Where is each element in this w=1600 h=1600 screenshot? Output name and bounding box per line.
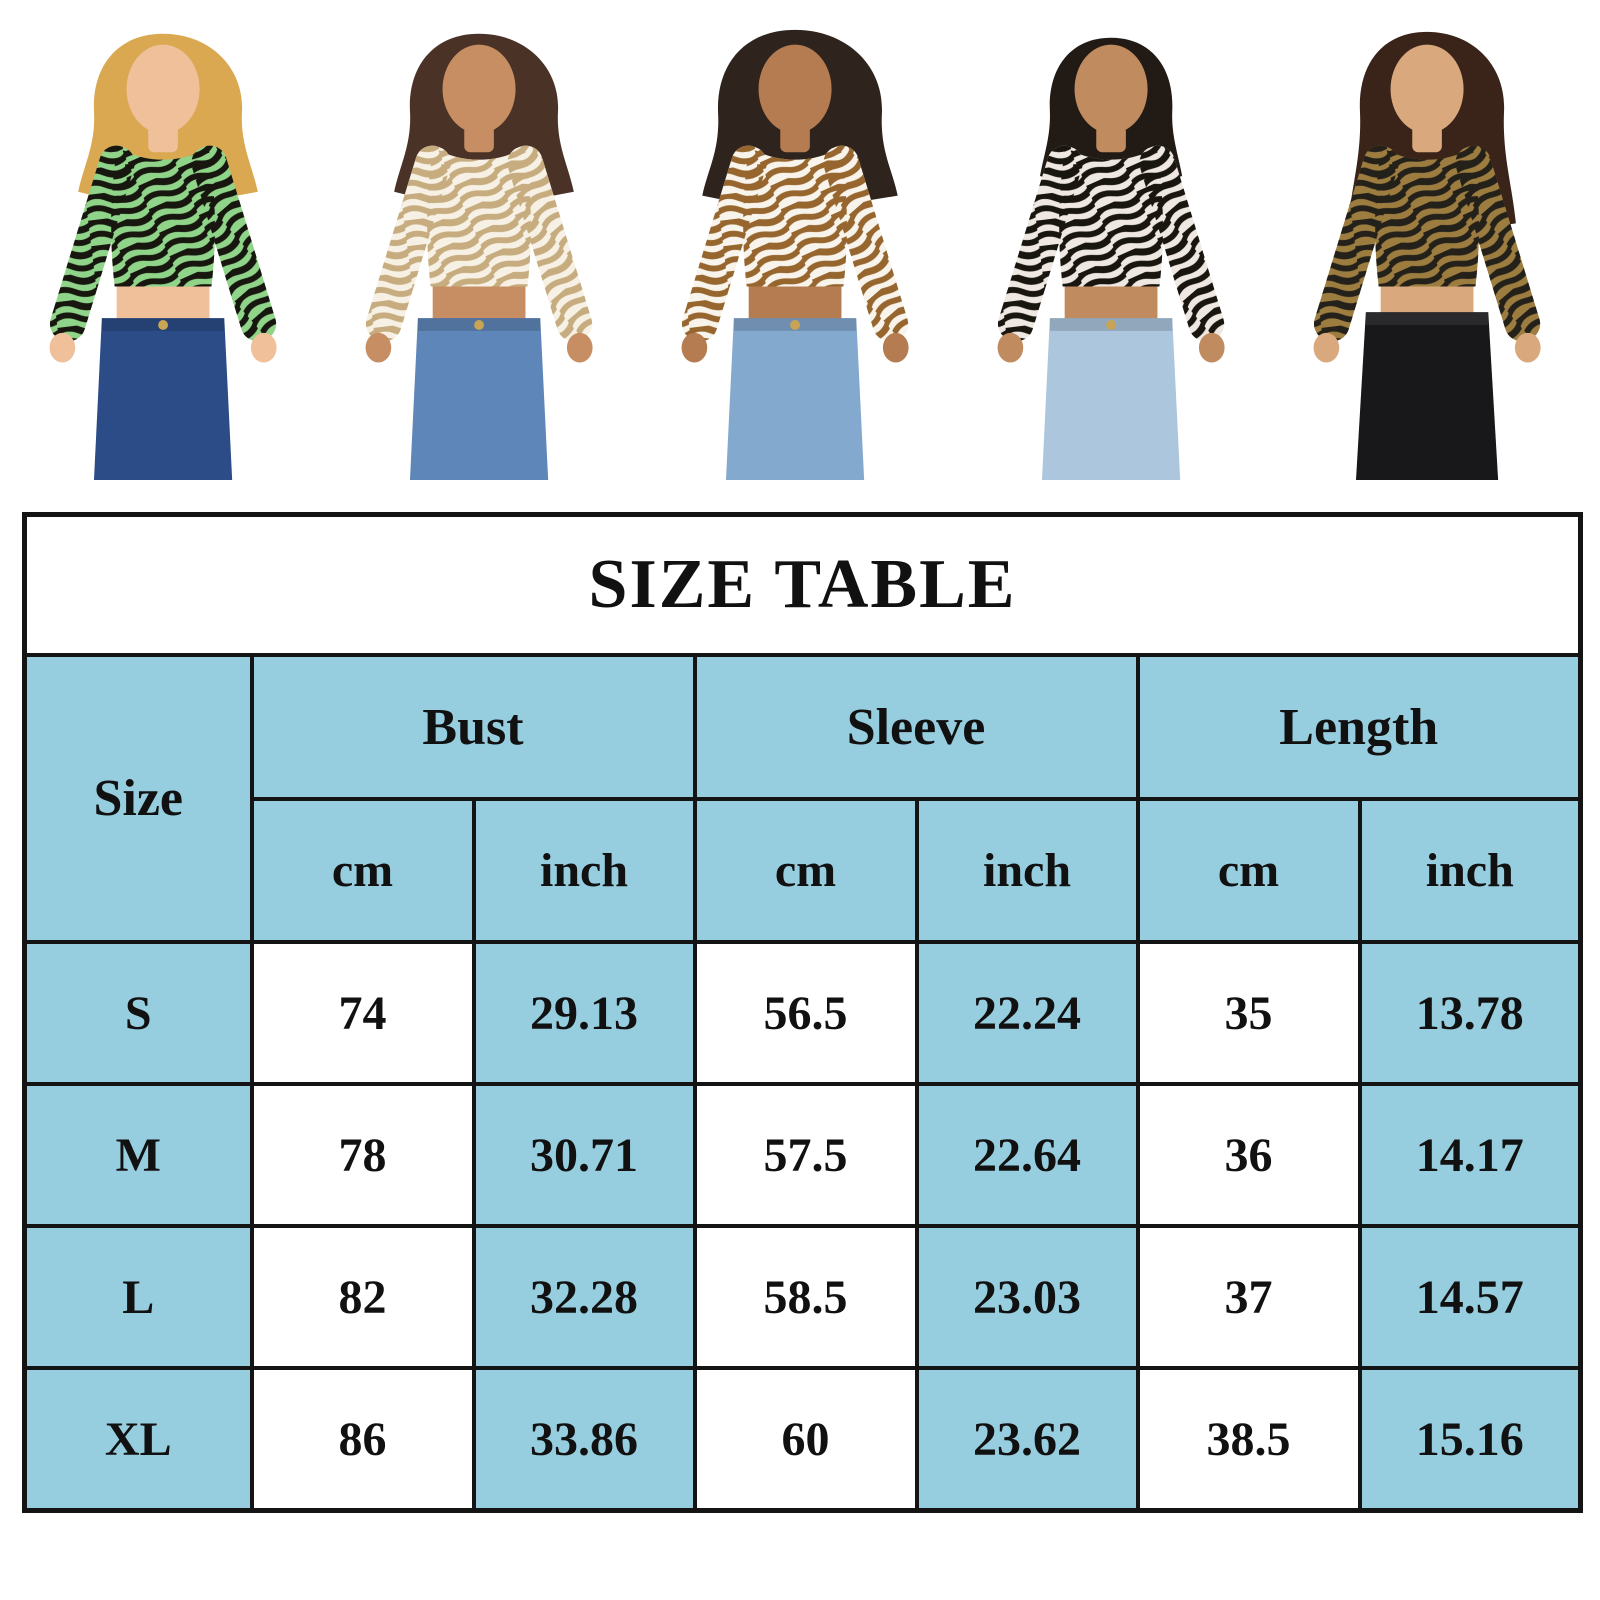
hand-shape xyxy=(365,332,392,363)
neck-shape xyxy=(1096,124,1126,153)
hand-shape xyxy=(1313,332,1340,363)
neck-shape xyxy=(780,124,810,153)
size-label: M xyxy=(22,1082,254,1228)
head-shape xyxy=(1074,44,1148,134)
length-inch-value: 14.17 xyxy=(1357,1082,1583,1228)
product-photo-brown-tiger xyxy=(1279,12,1585,484)
product-photo-green-zebra xyxy=(15,12,321,484)
size-label: S xyxy=(22,940,254,1086)
model-illustration xyxy=(1309,31,1545,480)
product-photo-brown-zebra xyxy=(647,12,953,484)
bust-inch-value: 33.86 xyxy=(471,1366,697,1513)
size-table-title: SIZE TABLE xyxy=(22,512,1583,657)
model-illustration xyxy=(993,37,1229,480)
size-table-section: SIZE TABLE Size Bust Sleeve Length cm in… xyxy=(22,512,1583,1513)
table-row-m: M 78 30.71 57.5 22.64 36 14.17 xyxy=(22,1082,1583,1228)
bust-cm-value: 74 xyxy=(249,940,476,1086)
hand-shape xyxy=(997,332,1024,363)
column-header-size: Size xyxy=(22,653,254,944)
jeans-shape xyxy=(409,318,549,480)
bust-inch-value: 29.13 xyxy=(471,940,697,1086)
table-row-s: S 74 29.13 56.5 22.24 35 13.78 xyxy=(22,940,1583,1086)
sleeve-inch-value: 22.64 xyxy=(914,1082,1140,1228)
unit-header-length-cm: cm xyxy=(1135,797,1362,944)
length-inch-value: 13.78 xyxy=(1357,940,1583,1086)
size-label: XL xyxy=(22,1366,254,1513)
length-cm-value: 37 xyxy=(1135,1224,1362,1370)
table-row-l: L 82 32.28 58.5 23.03 37 14.57 xyxy=(22,1224,1583,1370)
skirt-shape xyxy=(1355,312,1499,480)
model-illustration xyxy=(677,29,913,480)
jeans-button xyxy=(158,320,168,330)
hand-shape xyxy=(566,332,593,363)
product-photo-black-zebra xyxy=(963,12,1269,484)
product-photo-strip xyxy=(10,12,1590,484)
neck-shape xyxy=(148,124,178,153)
model-illustration xyxy=(45,33,281,480)
unit-header-sleeve-inch: inch xyxy=(914,797,1140,944)
unit-header-sleeve-cm: cm xyxy=(692,797,919,944)
head-shape xyxy=(1390,44,1464,134)
column-group-length: Length xyxy=(1135,653,1583,801)
sleeve-cm-value: 58.5 xyxy=(692,1224,919,1370)
hand-shape xyxy=(681,332,708,363)
unit-header-bust-inch: inch xyxy=(471,797,697,944)
bust-cm-value: 82 xyxy=(249,1224,476,1370)
table-row-xl: XL 86 33.86 60 23.62 38.5 15.16 xyxy=(22,1366,1583,1513)
jeans-shape xyxy=(93,318,233,480)
size-label: L xyxy=(22,1224,254,1370)
jeans-shape xyxy=(725,318,865,480)
jeans-button xyxy=(474,320,484,330)
hand-shape xyxy=(882,332,909,363)
head-shape xyxy=(442,44,516,134)
jeans-shape xyxy=(1041,318,1181,480)
size-table: SIZE TABLE Size Bust Sleeve Length cm in… xyxy=(22,512,1583,1513)
neck-shape xyxy=(1412,124,1442,153)
length-cm-value: 38.5 xyxy=(1135,1366,1362,1513)
product-photo-khaki-zebra xyxy=(331,12,637,484)
bust-inch-value: 30.71 xyxy=(471,1082,697,1228)
length-inch-value: 15.16 xyxy=(1357,1366,1583,1513)
jeans-button xyxy=(790,320,800,330)
length-cm-value: 36 xyxy=(1135,1082,1362,1228)
column-group-sleeve: Sleeve xyxy=(692,653,1140,801)
neck-shape xyxy=(464,124,494,153)
head-shape xyxy=(758,44,832,134)
model-illustration xyxy=(361,33,597,480)
length-cm-value: 35 xyxy=(1135,940,1362,1086)
hand-shape xyxy=(1198,332,1225,363)
length-inch-value: 14.57 xyxy=(1357,1224,1583,1370)
unit-header-bust-cm: cm xyxy=(249,797,476,944)
sleeve-inch-value: 23.03 xyxy=(914,1224,1140,1370)
bust-cm-value: 78 xyxy=(249,1082,476,1228)
sleeve-inch-value: 23.62 xyxy=(914,1366,1140,1513)
bust-inch-value: 32.28 xyxy=(471,1224,697,1370)
sleeve-cm-value: 56.5 xyxy=(692,940,919,1086)
column-group-bust: Bust xyxy=(249,653,697,801)
sleeve-cm-value: 60 xyxy=(692,1366,919,1513)
sleeve-inch-value: 22.24 xyxy=(914,940,1140,1086)
waistband-shape xyxy=(1365,312,1489,325)
hand-shape xyxy=(250,332,277,363)
unit-header-length-inch: inch xyxy=(1357,797,1583,944)
bust-cm-value: 86 xyxy=(249,1366,476,1513)
jeans-button xyxy=(1106,320,1116,330)
head-shape xyxy=(126,44,200,134)
sleeve-cm-value: 57.5 xyxy=(692,1082,919,1228)
hand-shape xyxy=(1514,332,1541,363)
hand-shape xyxy=(49,332,76,363)
